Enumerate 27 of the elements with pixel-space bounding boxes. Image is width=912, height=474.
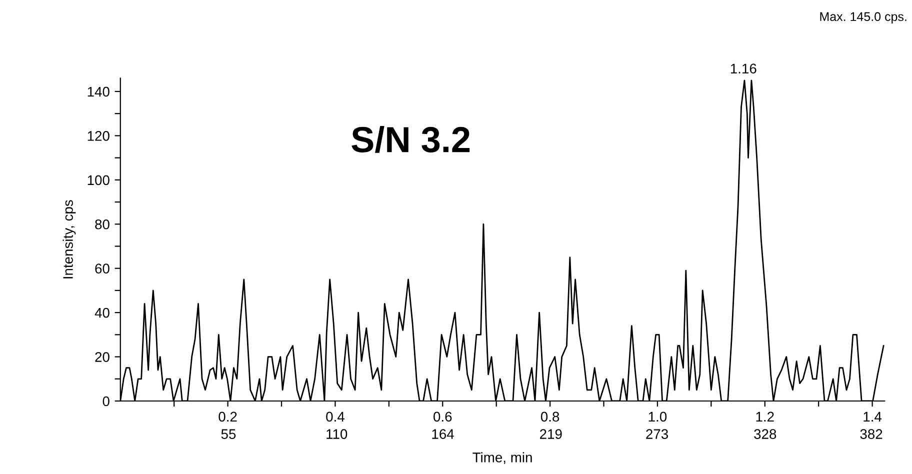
x2-tick-label: 382 (860, 429, 882, 439)
x-tick-label: 0.2 (218, 412, 237, 422)
y-tick-label: 20 (95, 352, 110, 362)
x-tick-label: 0.8 (540, 412, 560, 422)
x-tick-label: 0.4 (326, 412, 344, 422)
y-tick-label: 140 (88, 86, 110, 97)
x-tick-label: 1.0 (648, 412, 667, 422)
x2-tick-label: 110 (326, 429, 348, 439)
x2-tick-label: 328 (754, 429, 776, 439)
text: Max. 145.0 cps. (820, 12, 906, 24)
y-tick-label: 80 (95, 219, 110, 230)
y-tick-label: 0 (102, 396, 110, 406)
y-tick-label: 60 (95, 264, 110, 274)
x2-tick-label: 273 (646, 429, 668, 439)
x-tick-label: 1.2 (756, 412, 774, 422)
x-tick-label: 0.6 (434, 412, 452, 422)
annotation: 1.16 (730, 64, 756, 74)
annotation: S/N 3.2 (352, 126, 470, 153)
y-tick-label: 40 (94, 308, 110, 318)
x-axis-title: Time, min (472, 452, 532, 464)
x2-tick-label: 55 (221, 429, 236, 439)
y-axis-title: Intensity, cps (62, 200, 76, 278)
y-tick-label: 100 (88, 175, 110, 186)
x2-tick-label: 219 (540, 429, 562, 439)
y-tick-label: 120 (88, 131, 110, 141)
x2-tick-label: 164 (432, 429, 454, 439)
x-tick-label: 1.4 (864, 412, 882, 422)
